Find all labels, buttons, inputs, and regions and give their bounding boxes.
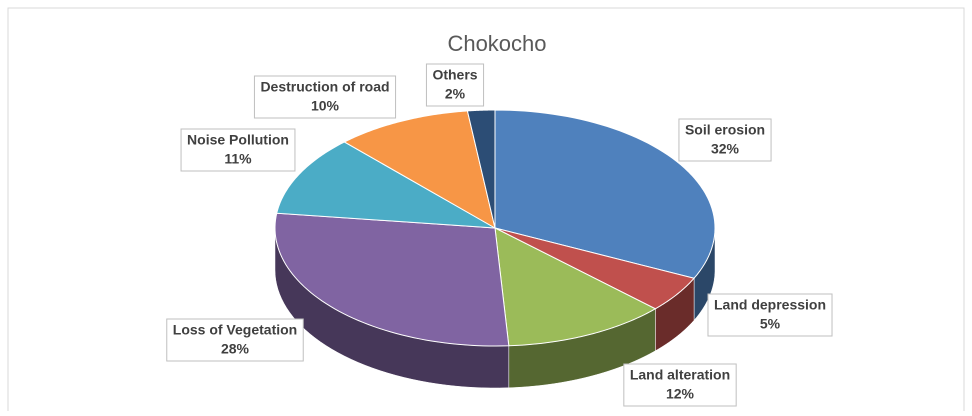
- label-name: Others: [432, 67, 477, 83]
- pie-slice: [343, 110, 496, 230]
- pie-slice: [494, 109, 716, 279]
- pie-slice: [276, 141, 496, 229]
- label-name: Soil erosion: [685, 122, 765, 138]
- data-label: Noise Pollution 11%: [180, 128, 296, 172]
- label-box: [253, 75, 397, 119]
- data-label: Soil erosion 32%: [678, 118, 772, 162]
- label-box: [166, 318, 304, 362]
- label-name: Destruction of road: [260, 79, 389, 95]
- label-name: Land alteration: [630, 367, 730, 383]
- data-label: Land alteration 12%: [623, 363, 737, 407]
- label-name: Noise Pollution: [187, 132, 289, 148]
- pie-slice: [494, 227, 657, 347]
- data-label: Loss of Vegetation 28%: [166, 318, 304, 362]
- label-value: 2%: [445, 86, 466, 102]
- label-box: [180, 128, 296, 172]
- label-value: 32%: [711, 141, 740, 157]
- label-value: 5%: [760, 316, 781, 332]
- data-label: Destruction of road 10%: [253, 75, 397, 119]
- data-label: Land depression 5%: [707, 293, 833, 337]
- data-label: Others 2%: [425, 63, 485, 107]
- label-box: [623, 363, 737, 407]
- label-box: [707, 293, 833, 337]
- label-value: 28%: [221, 341, 250, 357]
- label-value: 12%: [666, 386, 695, 402]
- label-name: Land depression: [714, 297, 826, 313]
- label-value: 10%: [311, 98, 340, 114]
- label-box: [425, 63, 485, 107]
- chart-title: Chokocho: [447, 31, 546, 56]
- label-name: Loss of Vegetation: [173, 322, 297, 338]
- label-value: 11%: [224, 151, 252, 167]
- pie-slice: [494, 227, 695, 310]
- pie-slice: [466, 109, 496, 229]
- pie-slice: [274, 212, 510, 347]
- label-box: [678, 118, 772, 162]
